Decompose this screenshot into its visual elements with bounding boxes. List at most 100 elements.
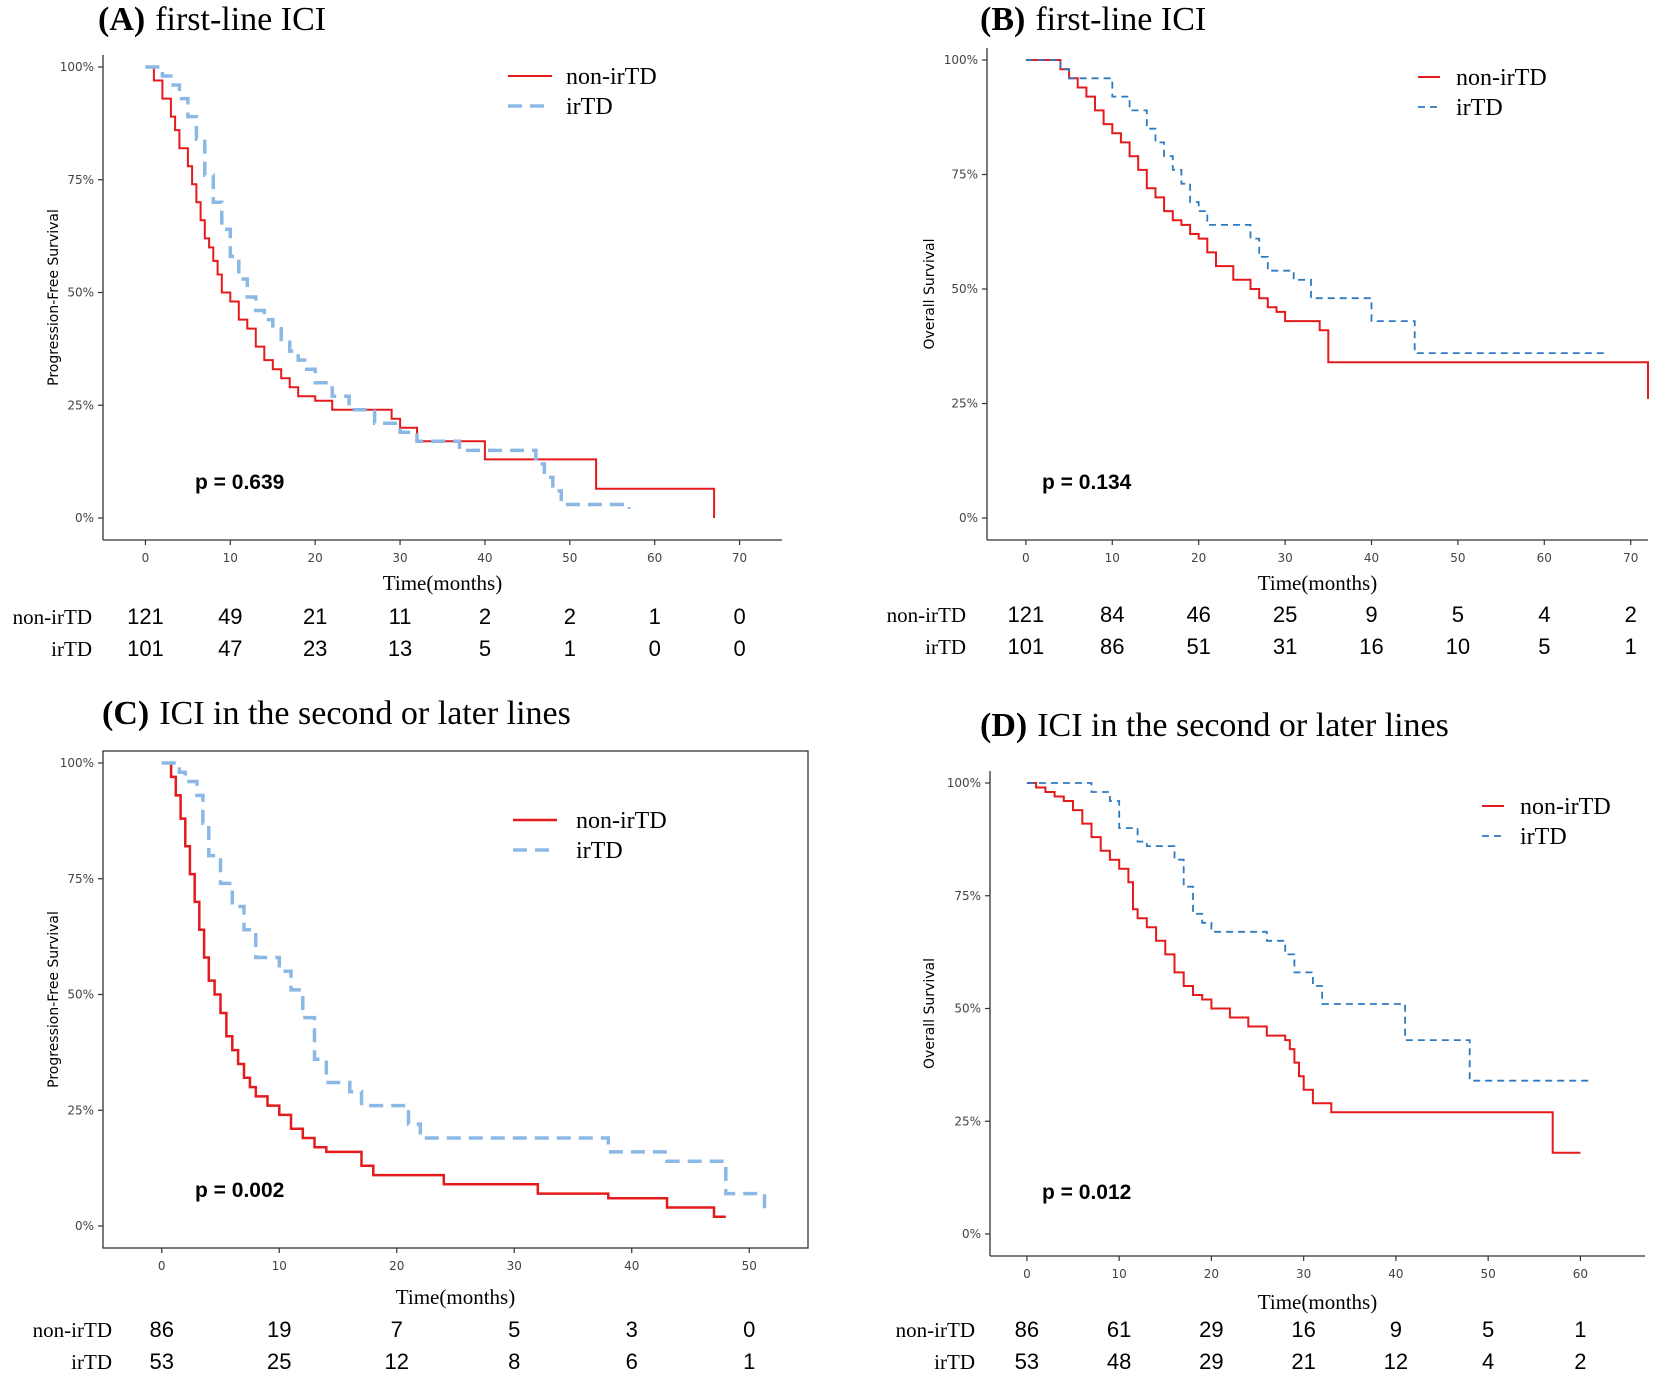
risk-count: 29	[1199, 1317, 1223, 1342]
risk-count: 121	[127, 604, 164, 629]
panel-title: (C) ICI in the second or later lines	[102, 695, 571, 732]
risk-count: 61	[1107, 1317, 1131, 1342]
risk-count: 10	[1446, 634, 1470, 659]
x-tick-label: 10	[223, 551, 238, 565]
y-tick-label: 75%	[67, 872, 94, 886]
p-value: p = 0.134	[1042, 471, 1132, 494]
risk-count: 86	[1015, 1317, 1039, 1342]
x-tick-label: 50	[1450, 551, 1465, 565]
panel-b: (B) first-line ICI 0% 25% 50% 75% 100% 0 10 20 30 4…	[887, 1, 1649, 659]
legend-label: non-irTD	[566, 64, 657, 90]
x-tick-label: 60	[1537, 551, 1552, 565]
y-tick-label: 50%	[954, 1002, 981, 1016]
risk-count: 9	[1390, 1317, 1402, 1342]
x-tick-label: 50	[742, 1259, 757, 1273]
x-tick-label: 50	[562, 551, 577, 565]
x-tick-label: 20	[389, 1259, 404, 1273]
y-tick-label: 0%	[959, 511, 978, 525]
y-tick-label: 25%	[954, 1114, 981, 1128]
x-tick-label: 30	[392, 551, 407, 565]
risk-count: 48	[1107, 1349, 1131, 1374]
panel-tag: (D)	[980, 707, 1027, 744]
risk-count: 5	[479, 636, 491, 661]
legend-label: non-irTD	[576, 808, 667, 834]
km-curve-irtd	[161, 761, 767, 1213]
risk-count: 49	[218, 604, 242, 629]
x-tick-label: 30	[1296, 1267, 1311, 1281]
x-tick-label: 10	[272, 1259, 287, 1273]
x-tick-label: 0	[1022, 551, 1030, 565]
risk-count: 86	[1100, 634, 1124, 659]
risk-count: 1	[649, 604, 661, 629]
risk-count: 53	[1015, 1349, 1039, 1374]
y-tick-label: 25%	[67, 1103, 94, 1117]
x-tick-label: 10	[1112, 1267, 1127, 1281]
risk-count: 6	[626, 1349, 638, 1374]
x-tick-label: 0	[142, 551, 150, 565]
km-curve-non-irtd	[1026, 782, 1581, 1154]
risk-count: 5	[1482, 1317, 1494, 1342]
y-tick-label: 0%	[75, 1219, 94, 1233]
risk-count: 0	[743, 1317, 755, 1342]
y-tick-label: 25%	[951, 397, 978, 411]
risk-count: 1	[743, 1349, 755, 1374]
risk-count: 2	[1625, 602, 1637, 627]
panel-title: (A) first-line ICI	[98, 1, 326, 38]
x-tick-label: 30	[1277, 551, 1292, 565]
panel-d: (D) ICI in the second or later lines 0% 25%…	[896, 707, 1645, 1374]
panel-tag: (A)	[98, 1, 145, 38]
risk-count: 1	[1574, 1317, 1586, 1342]
y-tick-label: 100%	[60, 756, 94, 770]
x-axis-label: Time(months)	[396, 1285, 515, 1309]
y-axis-label: Progression-Free Survival	[46, 209, 62, 386]
panel-c: (C) ICI in the second or later lines 0% 25%…	[33, 695, 809, 1374]
y-axis-label: Overall Survival	[922, 958, 938, 1069]
panel-title: (B) first-line ICI	[980, 1, 1206, 38]
y-tick-label: 0%	[962, 1227, 981, 1241]
x-tick-label: 70	[732, 551, 747, 565]
risk-count: 101	[1008, 634, 1045, 659]
y-tick-label: 50%	[951, 282, 978, 296]
risk-count: 46	[1186, 602, 1210, 627]
km-curve-non-irtd	[145, 66, 716, 518]
risk-count: 121	[1008, 602, 1045, 627]
y-tick-label: 75%	[951, 168, 978, 182]
p-value: p = 0.012	[1042, 1181, 1131, 1204]
x-tick-label: 20	[1204, 1267, 1219, 1281]
x-axis-label: Time(months)	[383, 571, 502, 595]
risk-count: 19	[267, 1317, 291, 1342]
risk-row-label: irTD	[925, 635, 966, 659]
x-tick-label: 60	[647, 551, 662, 565]
y-tick-label: 0%	[75, 511, 94, 525]
p-value: p = 0.639	[195, 471, 284, 494]
x-tick-label: 10	[1105, 551, 1120, 565]
plot-frame	[102, 750, 809, 1249]
risk-count: 13	[388, 636, 412, 661]
y-tick-label: 75%	[67, 173, 94, 187]
risk-count: 53	[150, 1349, 174, 1374]
legend-label: irTD	[1456, 95, 1503, 121]
x-tick-label: 40	[624, 1259, 639, 1273]
x-tick-label: 0	[1023, 1267, 1031, 1281]
x-tick-label: 40	[1388, 1267, 1403, 1281]
risk-count: 5	[508, 1317, 520, 1342]
risk-count: 0	[733, 636, 745, 661]
risk-count: 2	[479, 604, 491, 629]
risk-row-label: irTD	[71, 1350, 112, 1374]
km-curve-non-irtd	[161, 761, 726, 1218]
risk-count: 86	[150, 1317, 174, 1342]
panel-title-text: ICI in the second or later lines	[1037, 707, 1449, 744]
risk-count: 8	[508, 1349, 520, 1374]
x-tick-label: 20	[308, 551, 323, 565]
x-tick-label: 30	[507, 1259, 522, 1273]
risk-count: 2	[564, 604, 576, 629]
km-curve-irtd	[1026, 782, 1590, 1082]
risk-count: 84	[1100, 602, 1124, 627]
risk-count: 9	[1365, 602, 1377, 627]
risk-count: 2	[1574, 1349, 1586, 1374]
risk-count: 4	[1482, 1349, 1494, 1374]
risk-count: 5	[1538, 634, 1550, 659]
y-tick-label: 100%	[947, 776, 981, 790]
risk-count: 101	[127, 636, 164, 661]
